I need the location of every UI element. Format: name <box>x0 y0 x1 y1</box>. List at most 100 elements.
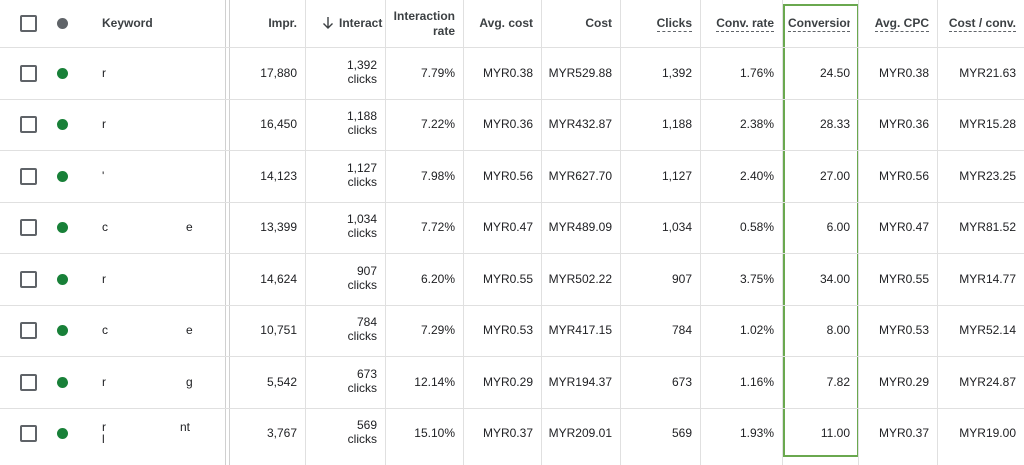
cell-value: 673 <box>356 366 377 381</box>
keyword-text[interactable]: c <box>102 323 108 338</box>
column-divider <box>225 0 226 465</box>
cell-value: 1,392 <box>661 65 692 80</box>
select-all-checkbox[interactable] <box>20 15 37 32</box>
cell-value: 1,188 <box>346 109 377 124</box>
cell-unit: clicks <box>347 123 377 138</box>
cell-value: 11.00 <box>820 426 850 441</box>
keyword-text[interactable]: g <box>186 374 193 389</box>
cell-value: 784 <box>671 323 692 338</box>
cell-value: 907 <box>356 263 377 278</box>
row-checkbox[interactable] <box>20 322 37 340</box>
cell-value: 14,624 <box>260 271 297 286</box>
cell-value: MYR0.29 <box>482 374 533 389</box>
cell-value: 13,399 <box>260 220 297 235</box>
cell-value: MYR14.77 <box>959 271 1016 286</box>
cell-value: 1.16% <box>739 374 774 389</box>
column-divider <box>305 0 306 465</box>
cell-value: 16,450 <box>260 117 297 132</box>
cell-value: 7.79% <box>420 65 455 80</box>
cell-value: MYR0.37 <box>482 426 533 441</box>
cell-value: 7.98% <box>420 168 455 183</box>
column-header[interactable]: Avg. CPC <box>874 16 929 32</box>
keyword-text[interactable]: nt <box>180 420 191 435</box>
cell-value: MYR0.36 <box>878 117 929 132</box>
cell-value: 1,188 <box>661 117 692 132</box>
status-dot <box>57 428 68 440</box>
keyword-text[interactable]: r <box>102 271 106 286</box>
status-dot <box>57 376 68 388</box>
cell-unit: clicks <box>347 174 377 189</box>
cell-value: MYR529.88 <box>548 65 612 80</box>
cell-value: MYR19.00 <box>959 426 1016 441</box>
cell-unit: clicks <box>347 277 377 292</box>
column-header[interactable]: Cost <box>585 16 612 30</box>
cell-value: MYR489.09 <box>548 220 612 235</box>
row-checkbox[interactable] <box>20 425 37 443</box>
cell-value: 784 <box>356 315 377 330</box>
cell-value: 7.22% <box>420 117 455 132</box>
cell-unit: clicks <box>347 329 377 344</box>
status-dot <box>57 325 68 337</box>
cell-value: 15.10% <box>414 426 455 441</box>
cell-value: 569 <box>671 426 692 441</box>
keyword-text[interactable]: r <box>102 374 106 389</box>
column-header[interactable]: Conv. rate <box>716 16 774 32</box>
cell-unit: clicks <box>347 226 377 241</box>
column-header[interactable]: Impr. <box>268 16 297 30</box>
cell-value: MYR0.38 <box>878 65 929 80</box>
column-header[interactable]: Cost / conv. <box>948 16 1016 32</box>
cell-value: 6.00 <box>826 220 850 235</box>
cell-value: 10,751 <box>260 323 297 338</box>
column-header[interactable]: Interactions <box>339 16 383 30</box>
column-header[interactable]: Clicks <box>656 16 692 32</box>
keyword-text[interactable]: e <box>186 220 193 235</box>
row-divider <box>0 47 1024 48</box>
row-divider <box>0 253 1024 254</box>
cell-value: 17,880 <box>260 65 297 80</box>
cell-value: MYR0.37 <box>878 426 929 441</box>
column-divider <box>937 0 938 465</box>
keyword-text[interactable]: e <box>186 323 193 338</box>
cell-value: 1,034 <box>346 212 377 227</box>
row-checkbox[interactable] <box>20 373 37 391</box>
column-header[interactable]: Conversions <box>788 16 850 32</box>
status-dot <box>57 67 68 79</box>
column-header[interactable]: Avg. cost <box>479 16 533 30</box>
sort-arrow[interactable] <box>322 16 334 30</box>
keyword-text[interactable]: ' <box>102 168 105 183</box>
column-header[interactable]: Keyword <box>102 16 153 30</box>
cell-value: MYR0.55 <box>482 271 533 286</box>
row-checkbox[interactable] <box>20 116 37 134</box>
keyword-text[interactable]: r <box>102 117 106 132</box>
row-divider <box>0 150 1024 151</box>
row-divider <box>0 304 1024 306</box>
cell-value: 12.14% <box>414 374 455 389</box>
cell-value: MYR0.53 <box>878 323 929 338</box>
keyword-text[interactable]: r <box>102 65 106 80</box>
column-divider <box>229 0 230 465</box>
cell-unit: clicks <box>347 71 377 86</box>
row-checkbox[interactable] <box>20 64 37 82</box>
cell-value: 1,127 <box>661 168 692 183</box>
cell-value: 907 <box>671 271 692 286</box>
row-checkbox[interactable] <box>20 270 37 288</box>
column-divider <box>541 0 542 465</box>
cell-value: 1.76% <box>739 65 774 80</box>
column-header[interactable]: Interaction rate <box>393 9 455 38</box>
cell-value: MYR0.53 <box>482 323 533 338</box>
keyword-text[interactable]: c <box>102 220 108 235</box>
row-checkbox[interactable] <box>20 167 37 185</box>
cell-value: MYR23.25 <box>959 168 1016 183</box>
keyword-text[interactable]: r <box>102 420 106 435</box>
keyword-text[interactable]: l <box>102 432 105 447</box>
cell-value: 24.50 <box>819 65 850 80</box>
column-divider <box>463 0 464 465</box>
cell-unit: clicks <box>347 380 377 395</box>
cell-value: MYR0.47 <box>482 220 533 235</box>
cell-value: MYR0.47 <box>878 220 929 235</box>
row-checkbox[interactable] <box>20 219 37 237</box>
cell-value: MYR432.87 <box>548 117 612 132</box>
cell-value: MYR0.36 <box>482 117 533 132</box>
cell-value: MYR0.38 <box>482 65 533 80</box>
